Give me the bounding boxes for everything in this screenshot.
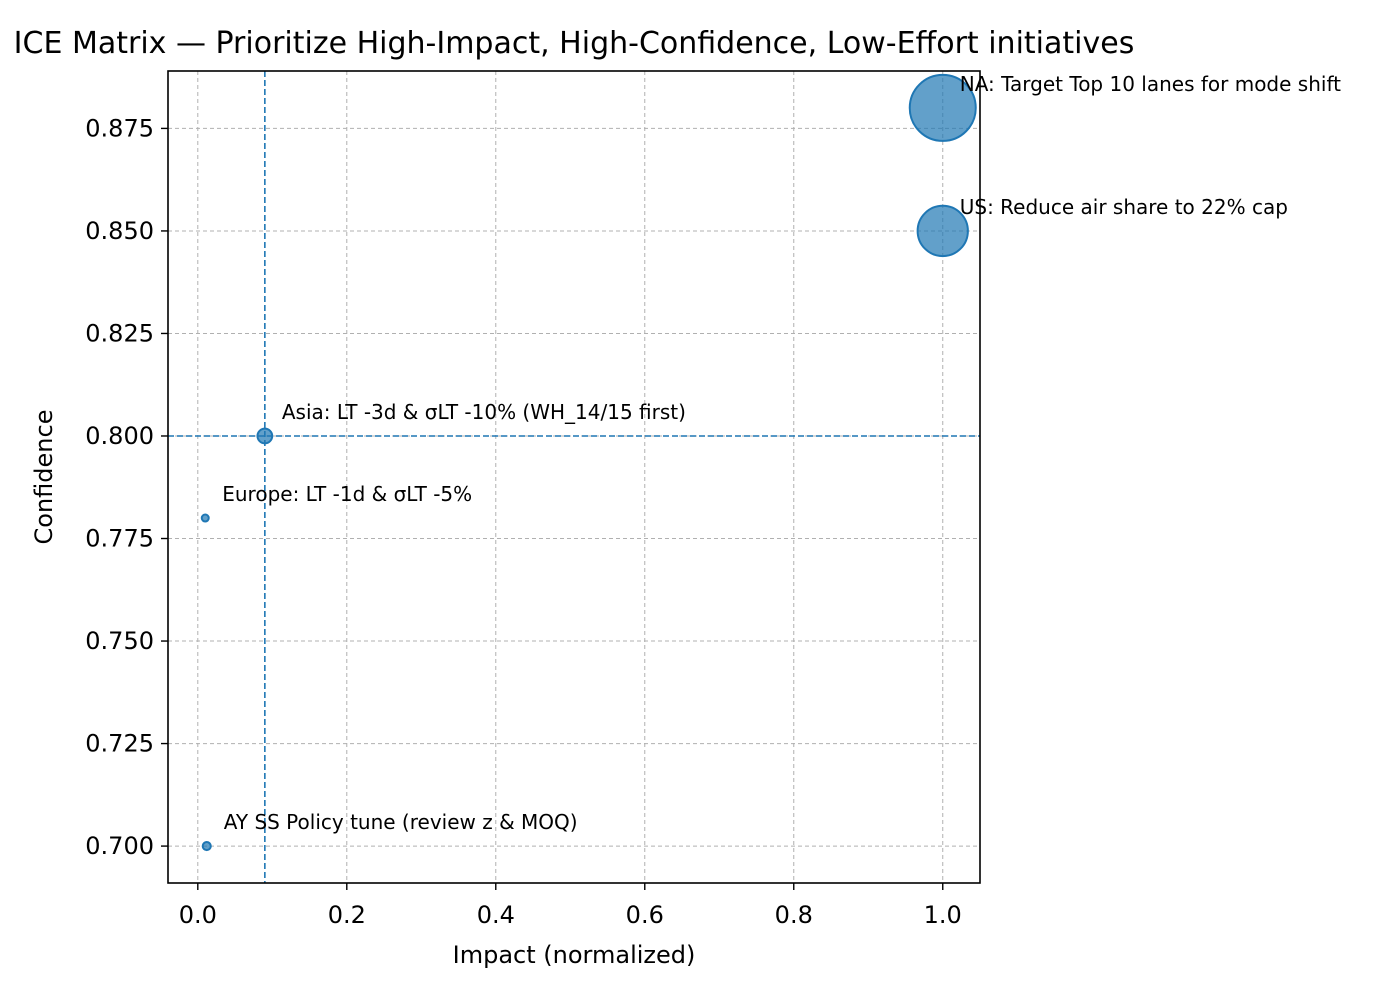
x-axis-ticks: 0.0 0.2 0.4 0.6 0.8 1.0 bbox=[179, 883, 962, 929]
x-tick-label: 0.8 bbox=[775, 901, 813, 929]
y-tick-label: 0.750 bbox=[85, 627, 154, 655]
data-points bbox=[200, 73, 977, 852]
x-axis-label: Impact (normalized) bbox=[453, 941, 696, 969]
x-tick-label: 0.4 bbox=[477, 901, 515, 929]
x-tick-label: 0.2 bbox=[328, 901, 366, 929]
point-label: US: Reduce air share to 22% cap bbox=[960, 195, 1288, 219]
reference-lines bbox=[168, 71, 980, 883]
x-tick-label: 0.6 bbox=[626, 901, 664, 929]
y-tick-label: 0.775 bbox=[85, 525, 154, 553]
data-point bbox=[916, 204, 969, 258]
y-tick-label: 0.725 bbox=[85, 730, 154, 758]
x-tick-label: 0.0 bbox=[179, 901, 217, 929]
y-tick-label: 0.800 bbox=[85, 422, 154, 450]
point-label: NA: Target Top 10 lanes for mode shift bbox=[960, 72, 1341, 96]
chart-title: ICE Matrix — Prioritize High-Impact, Hig… bbox=[14, 26, 1135, 61]
data-point bbox=[201, 841, 212, 852]
point-annotations: NA: Target Top 10 lanes for mode shift US… bbox=[222, 72, 1341, 834]
plot-frame bbox=[167, 70, 981, 884]
y-tick-label: 0.850 bbox=[85, 217, 154, 245]
data-point bbox=[200, 513, 210, 523]
point-label: AY SS Policy tune (review z & MOQ) bbox=[224, 810, 578, 834]
y-tick-label: 0.875 bbox=[85, 114, 154, 142]
data-point bbox=[256, 427, 274, 445]
y-tick-label: 0.825 bbox=[85, 319, 154, 347]
grid-lines bbox=[168, 71, 980, 883]
y-axis-label: Confidence bbox=[30, 410, 58, 545]
point-label: Europe: LT -1d & σLT -5% bbox=[222, 482, 472, 506]
y-tick-label: 0.700 bbox=[85, 832, 154, 860]
x-tick-label: 1.0 bbox=[924, 901, 962, 929]
data-point bbox=[908, 73, 977, 142]
y-axis-ticks: 0.700 0.725 0.750 0.775 0.800 0.825 0.850 0.875 bbox=[85, 114, 168, 860]
point-label: Asia: LT -3d & σLT -10% (WH_14/15 first) bbox=[282, 400, 686, 424]
